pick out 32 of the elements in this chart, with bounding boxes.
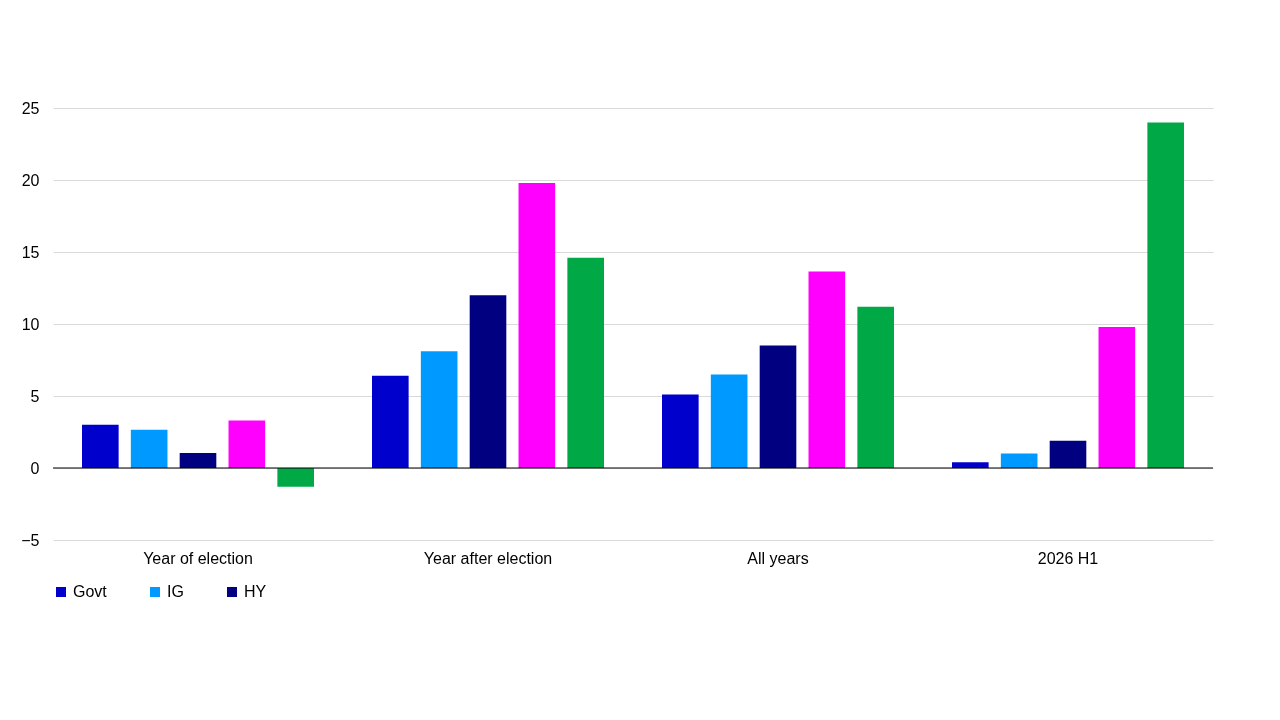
bar bbox=[228, 420, 266, 468]
bar bbox=[857, 306, 894, 468]
y-tick-label: 15 bbox=[21, 243, 40, 261]
bar bbox=[277, 468, 314, 487]
x-tick-label: All years bbox=[747, 549, 809, 567]
legend-label: IG bbox=[167, 583, 184, 600]
x-tick-label: 2026 H1 bbox=[1037, 549, 1099, 567]
bar bbox=[420, 351, 458, 468]
bar bbox=[1049, 440, 1087, 468]
x-tick-label: Year of election bbox=[143, 549, 253, 567]
y-tick-label: 0 bbox=[30, 459, 40, 477]
bar bbox=[179, 452, 217, 468]
bar bbox=[662, 394, 699, 468]
legend-label: HY bbox=[244, 583, 267, 600]
bar bbox=[710, 374, 748, 468]
bar bbox=[130, 429, 168, 468]
y-tick-label: 20 bbox=[21, 171, 40, 189]
legend-label: Govt bbox=[73, 583, 108, 600]
x-tick-label: Year after election bbox=[423, 549, 553, 567]
bar bbox=[808, 271, 846, 468]
bar bbox=[518, 182, 556, 468]
bar bbox=[372, 375, 409, 468]
y-tick-label: 10 bbox=[21, 315, 40, 333]
bar bbox=[469, 295, 507, 468]
y-tick-label: 25 bbox=[21, 99, 40, 117]
bar bbox=[1098, 326, 1136, 468]
y-tick-label: 5 bbox=[30, 387, 40, 405]
bar bbox=[1147, 122, 1184, 468]
y-tick-label: −5 bbox=[21, 531, 40, 549]
bar bbox=[82, 424, 119, 468]
bar bbox=[567, 257, 604, 468]
bar bbox=[759, 345, 797, 468]
